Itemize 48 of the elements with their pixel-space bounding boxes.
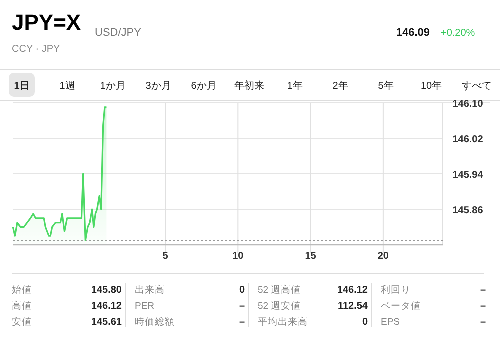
text: 52 週安値	[258, 300, 302, 312]
chart-subtitle: USD/JPY	[95, 27, 142, 39]
text: 145.80	[91, 285, 122, 296]
text: PER	[135, 301, 155, 312]
text: 52 週高値	[258, 284, 302, 296]
text: すべて	[462, 81, 492, 92]
text: 5年	[378, 80, 394, 92]
text: 146.09	[396, 27, 430, 39]
text: 146.12	[337, 285, 368, 296]
text: EPS	[381, 317, 400, 328]
y-tick-label: 145.94	[452, 170, 484, 181]
text: 出来高	[135, 284, 165, 296]
text: –	[480, 285, 486, 296]
x-tick-label: 20	[378, 251, 390, 262]
text: 1週	[60, 81, 76, 92]
y-tick-label: 145.86	[452, 206, 484, 216]
text: –	[480, 317, 486, 328]
text: 安値	[12, 316, 32, 328]
x-tick-label: 10	[232, 251, 244, 262]
text: 112.54	[338, 301, 368, 312]
text: 高値	[12, 300, 32, 312]
text: ベータ値	[381, 300, 421, 312]
y-tick-label: 146.10	[452, 99, 484, 110]
text: 10年	[420, 80, 442, 92]
text: 1か月	[100, 81, 126, 92]
y-tick-label: 146.02	[452, 134, 484, 146]
text: 1年	[287, 80, 303, 92]
text: +0.20%	[441, 28, 476, 39]
text: 6か月	[191, 81, 217, 92]
x-tick-label: 5	[162, 251, 169, 262]
text: –	[239, 301, 246, 312]
text: 始値	[12, 284, 32, 296]
text: –	[239, 317, 246, 328]
text: CCY · JPY	[12, 44, 60, 55]
text: 0	[239, 285, 246, 296]
text: 0	[362, 317, 368, 328]
text: 時価総額	[135, 316, 175, 328]
text: 平均出来高	[258, 316, 308, 328]
text: 145.61	[91, 317, 122, 328]
text: 146.12	[91, 301, 122, 312]
text: –	[480, 301, 486, 312]
text: 年初来	[234, 80, 264, 92]
text: 利回り	[381, 284, 411, 296]
text: 3か月	[146, 81, 172, 92]
chart-title: JPY=X	[12, 10, 82, 35]
x-tick-label: 15	[305, 251, 317, 262]
text: 1日	[14, 81, 30, 92]
text: 2年	[332, 80, 348, 92]
